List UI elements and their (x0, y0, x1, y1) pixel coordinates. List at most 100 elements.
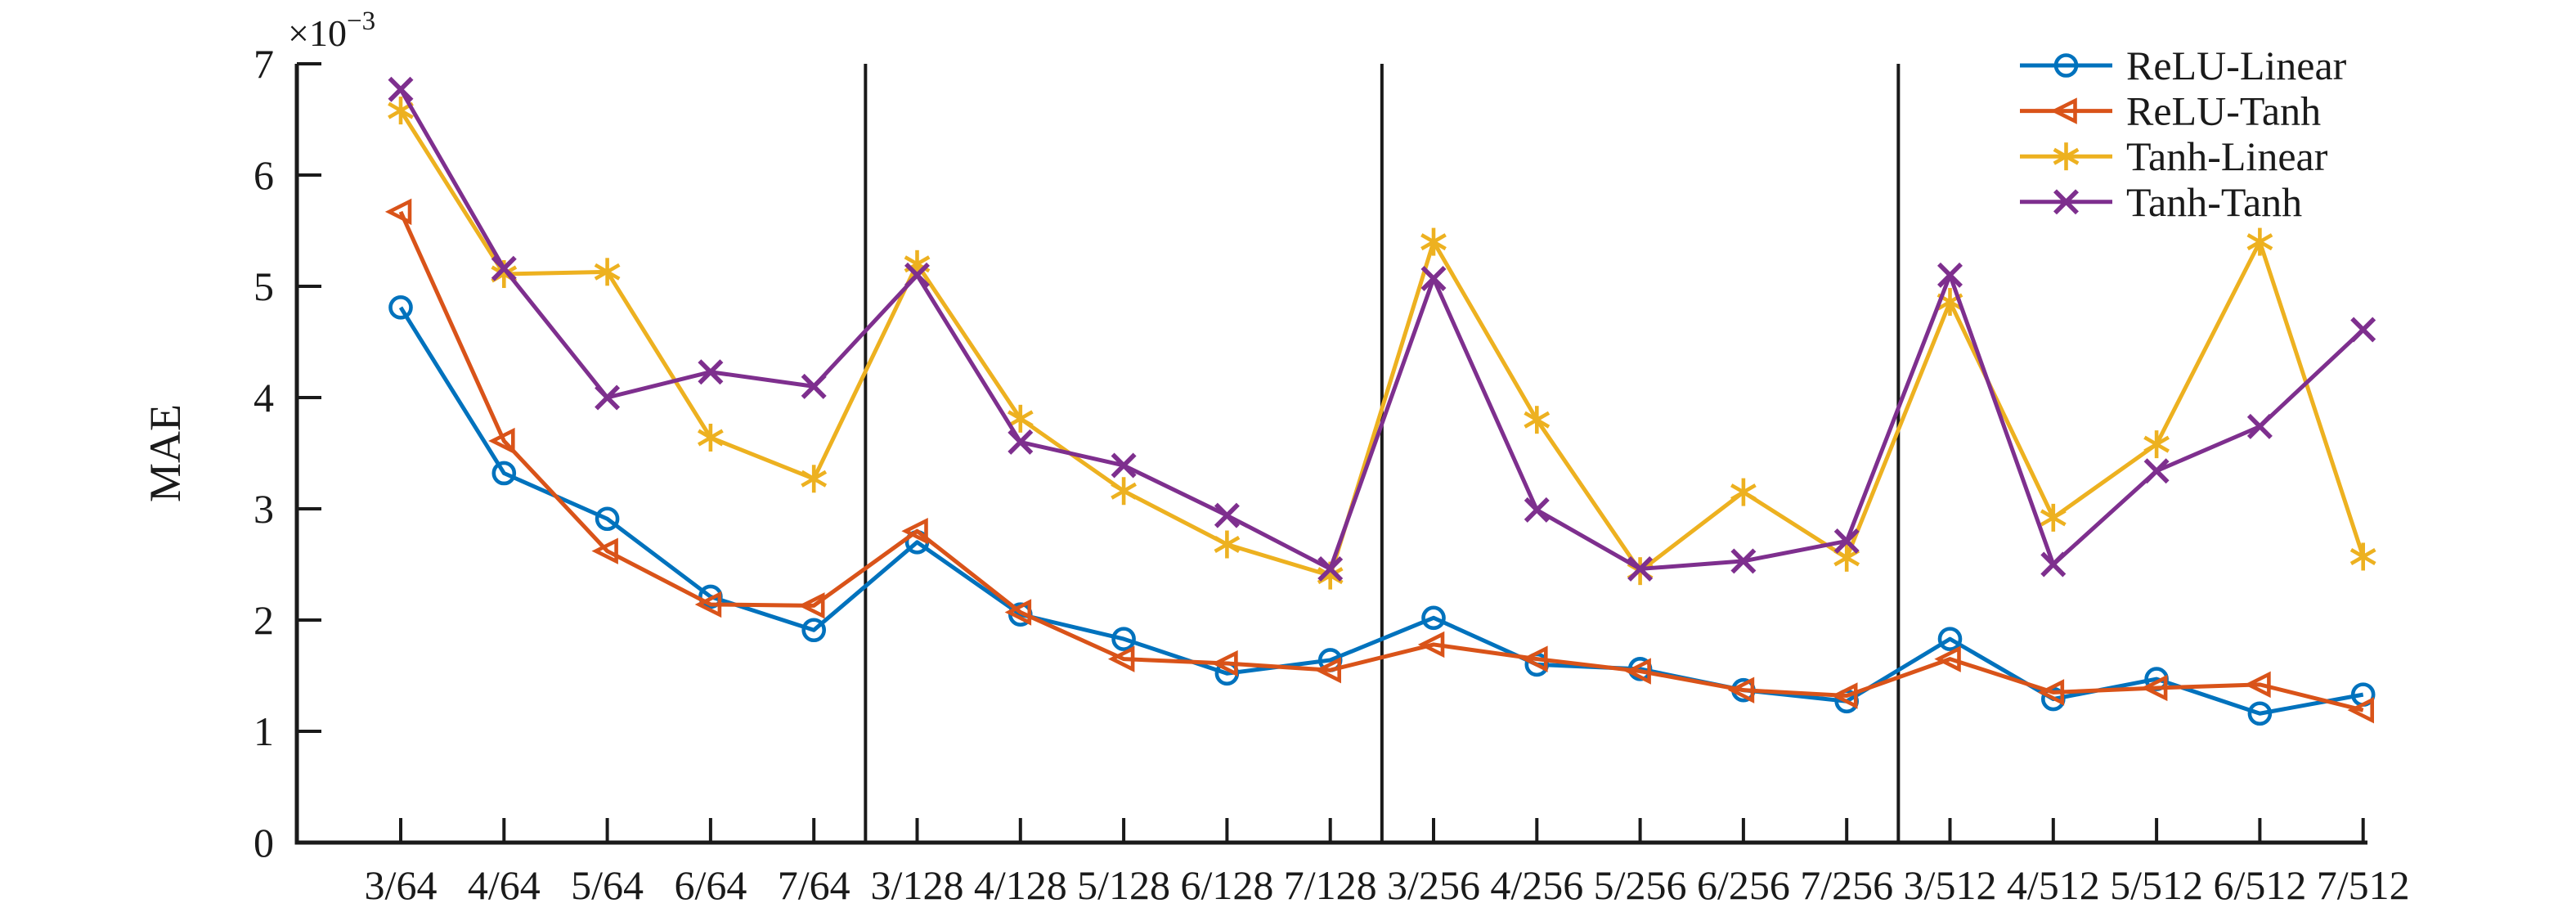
data-point-ReLU-Tanh (591, 537, 618, 564)
group-separators (864, 64, 1901, 843)
data-point-ReLU-Tanh (1624, 658, 1651, 685)
legend-label: Tanh-Linear (2126, 133, 2328, 179)
data-point-Tanh-Tanh (801, 373, 827, 399)
data-point-Tanh-Tanh (595, 384, 621, 411)
x-tick-label: 4/128 (974, 862, 1067, 908)
y-tick-label: 3 (254, 486, 274, 532)
data-point-ReLU-Tanh (1107, 645, 1135, 672)
legend-item-ReLU-Tanh: ReLU-Tanh (2020, 88, 2321, 134)
x-tick-label: 4/512 (2007, 862, 2100, 908)
data-point-Tanh-Tanh (1317, 555, 1344, 582)
x-tick-label: 4/256 (1490, 862, 1583, 908)
series-line-Tanh-Tanh (398, 88, 2365, 571)
data-point-Tanh-Linear (1111, 477, 1137, 506)
data-point-ReLU-Tanh (694, 591, 722, 618)
series-line-Tanh-Linear (398, 109, 2366, 578)
legend-label: Tanh-Tanh (2126, 179, 2302, 225)
data-point-Tanh-Tanh (1420, 266, 1447, 291)
legend-item-Tanh-Tanh: Tanh-Tanh (2020, 179, 2302, 225)
y-tick-label: 5 (254, 263, 274, 309)
data-point-Tanh-Tanh (1937, 262, 1963, 288)
y-tick-label: 7 (254, 41, 274, 87)
data-point-Tanh-Linear (2143, 430, 2170, 459)
data-point-Tanh-Linear (2349, 542, 2376, 571)
x-tick-label: 3/512 (1904, 862, 1997, 908)
legend-label: ReLU-Linear (2126, 43, 2347, 88)
x-tick-label: 3/128 (871, 862, 964, 908)
x-tick-label: 7/512 (2317, 862, 2410, 908)
data-point-Tanh-Linear (801, 465, 828, 493)
data-point-Tanh-Tanh (491, 255, 517, 281)
data-point-ReLU-Linear (1111, 627, 1136, 651)
data-point-Tanh-Linear (2040, 503, 2067, 532)
data-point-Tanh-Tanh (2143, 458, 2170, 484)
data-point-ReLU-Tanh (1314, 656, 1341, 684)
legend-marker-x (2053, 189, 2079, 215)
x-tick-label: 3/256 (1387, 862, 1480, 908)
data-point-Tanh-Linear (1007, 404, 1034, 433)
group-axes (294, 62, 2367, 845)
data-point-ReLU-Tanh (1004, 599, 1032, 626)
data-point-Tanh-Tanh (1833, 528, 1860, 554)
y-tick-label: 2 (254, 597, 274, 643)
x-tick-label: 7/64 (778, 862, 850, 908)
data-point-ReLU-Linear (491, 461, 517, 486)
data-point-ReLU-Tanh (2037, 679, 2065, 706)
data-point-Tanh-Tanh (1008, 429, 1034, 455)
data-point-Tanh-Linear (1730, 478, 1757, 506)
legend-label: ReLU-Tanh (2126, 88, 2321, 134)
x-tick-label: 7/128 (1284, 862, 1377, 908)
data-point-Tanh-Tanh (1214, 502, 1240, 528)
legend-item-ReLU-Linear: ReLU-Linear (2020, 43, 2347, 88)
x-tick-label: 7/256 (1800, 862, 1893, 908)
data-point-Tanh-Tanh (1524, 497, 1550, 523)
data-point-ReLU-Tanh (1211, 650, 1238, 677)
data-point-ReLU-Tanh (1831, 682, 1858, 709)
x-tick-label: 5/64 (571, 862, 644, 908)
x-tick-label: 5/512 (2110, 862, 2203, 908)
x-tick-label: 6/256 (1697, 862, 1790, 908)
y-tick-label: 6 (254, 152, 274, 198)
data-point-Tanh-Tanh (2246, 413, 2273, 439)
data-point-ReLU-Linear (1421, 605, 1446, 631)
data-point-ReLU-Linear (1937, 627, 1963, 651)
data-point-ReLU-Linear (595, 506, 620, 532)
legend-marker-circle (2053, 53, 2079, 78)
data-point-ReLU-Tanh (2244, 671, 2271, 699)
data-point-Tanh-Linear (1833, 543, 1860, 572)
data-point-ReLU-Tanh (2140, 674, 2168, 702)
x-tick-label: 5/256 (1594, 862, 1687, 908)
data-point-Tanh-Linear (1214, 530, 1241, 559)
data-point-ReLU-Tanh (488, 427, 515, 455)
series-ReLU-Tanh (384, 198, 2374, 724)
x-tick-label: 6/512 (2213, 862, 2306, 908)
data-point-Tanh-Tanh (1627, 555, 1654, 582)
data-point-ReLU-Linear (2247, 701, 2273, 726)
x-tick-label: 5/128 (1077, 862, 1170, 908)
data-point-ReLU-Tanh (1934, 645, 1961, 672)
data-point-Tanh-Tanh (1111, 452, 1137, 479)
y-tick-label: 0 (254, 820, 274, 865)
y-tick-label: 1 (254, 708, 274, 754)
data-point-ReLU-Tanh (1417, 631, 1445, 659)
data-point-Tanh-Linear (698, 423, 724, 452)
data-point-Tanh-Tanh (2040, 551, 2067, 578)
series-Tanh-Linear (388, 97, 2376, 590)
data-point-Tanh-Linear (594, 258, 621, 286)
data-point-Tanh-Linear (1420, 227, 1447, 256)
data-point-Tanh-Tanh (698, 359, 724, 385)
x-tick-label: 6/64 (674, 862, 747, 908)
y-axis-title: MAE (141, 404, 190, 502)
data-point-Tanh-Tanh (388, 76, 414, 102)
data-point-Tanh-Linear (1524, 406, 1551, 434)
data-point-Tanh-Tanh (904, 262, 930, 288)
series-line-ReLU-Linear (398, 306, 2364, 716)
group-series (384, 76, 2376, 726)
data-point-ReLU-Tanh (384, 198, 412, 226)
data-point-ReLU-Linear (388, 295, 413, 320)
data-point-ReLU-Tanh (2347, 696, 2374, 724)
data-point-Tanh-Tanh (1730, 548, 1757, 574)
